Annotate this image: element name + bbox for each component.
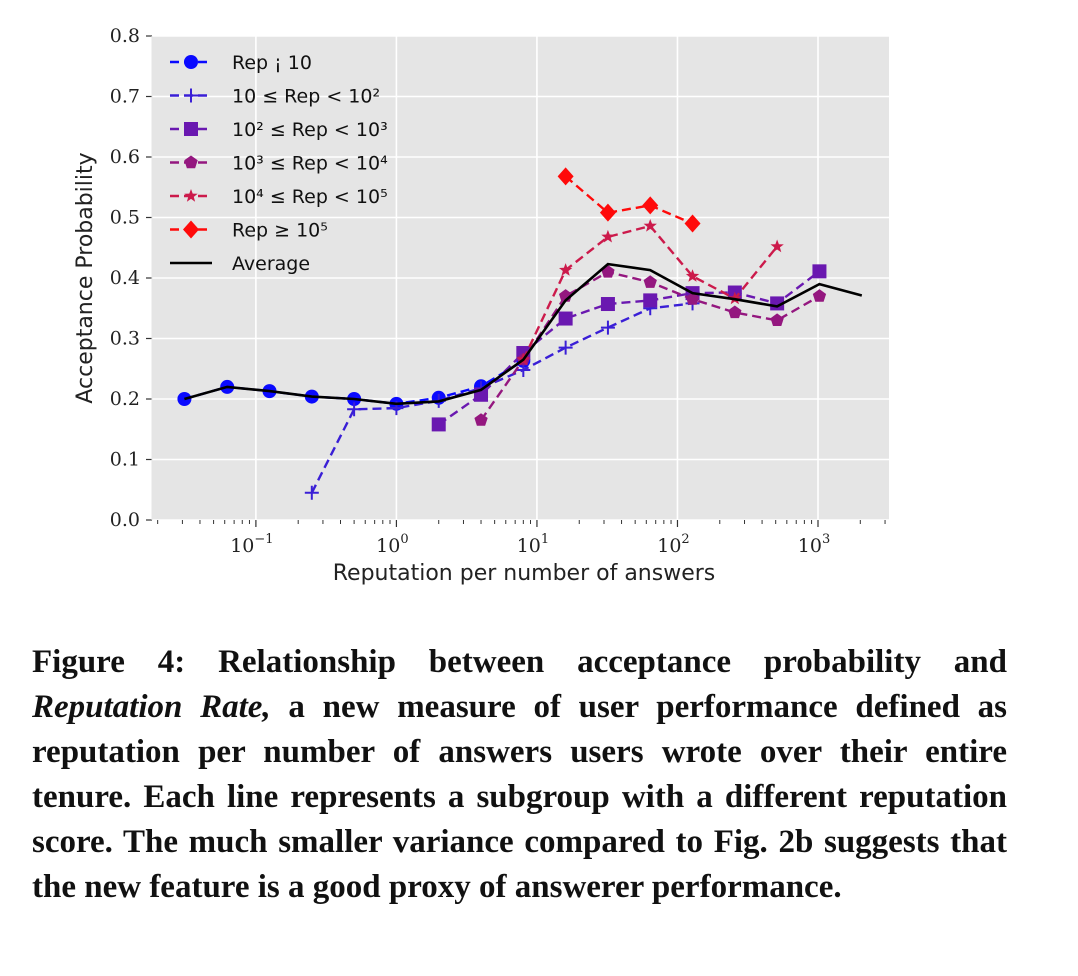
data-point xyxy=(558,340,573,355)
y-tick-label: 0.3 xyxy=(110,328,140,350)
data-point xyxy=(558,311,573,326)
figure-caption: Figure 4: Relationship between acceptanc… xyxy=(32,640,1007,910)
data-point xyxy=(184,189,198,202)
y-tick-label: 0.1 xyxy=(110,449,140,471)
x-axis: 10−1 100 101 102 103 xyxy=(157,520,886,557)
legend-label: Rep ≥ 10⁵ xyxy=(232,220,328,242)
series-5 xyxy=(557,167,701,233)
acceptance-probability-chart: 0.00.10.20.30.40.50.60.70.8 10−1 100 101 10… xyxy=(73,25,889,586)
caption-text-b: a new measure of user performance define… xyxy=(32,689,1008,905)
caption-text-a: Relationship between acceptance probabil… xyxy=(218,644,1007,680)
legend-label: 10³ ≤ Rep < 10⁴ xyxy=(232,153,388,175)
y-axis-label: Acceptance Probability xyxy=(73,152,98,403)
data-point xyxy=(557,167,574,186)
data-point xyxy=(600,297,615,312)
x-tick-label: 102 xyxy=(657,532,689,557)
data-point xyxy=(812,289,827,302)
y-tick-label: 0.4 xyxy=(110,267,140,289)
series-line xyxy=(438,270,821,426)
data-point xyxy=(304,485,319,500)
data-point xyxy=(559,263,573,276)
legend-label: 10² ≤ Rep < 10³ xyxy=(232,119,388,141)
series-line xyxy=(564,175,693,225)
data-point xyxy=(643,293,658,308)
x-tick-label: 103 xyxy=(798,532,830,557)
data-point xyxy=(599,203,616,222)
y-tick-label: 0.0 xyxy=(110,509,140,531)
legend-label: 10 ≤ Rep < 10² xyxy=(232,86,380,108)
legend-label: Rep ¡ 10 xyxy=(232,52,312,74)
data-point xyxy=(728,305,742,319)
data-point xyxy=(184,55,198,69)
data-point xyxy=(642,196,659,215)
data-point xyxy=(184,155,198,169)
data-point xyxy=(684,214,701,233)
data-point xyxy=(812,264,827,279)
x-tick-label: 101 xyxy=(517,532,549,557)
data-point xyxy=(643,219,657,232)
data-point xyxy=(601,229,615,243)
series-layer xyxy=(177,167,863,500)
data-point xyxy=(183,220,199,239)
y-tick-label: 0.2 xyxy=(110,388,140,410)
series-6 xyxy=(184,262,863,406)
y-tick-label: 0.7 xyxy=(110,86,140,108)
data-point xyxy=(643,275,657,288)
data-point xyxy=(685,292,700,305)
series-line xyxy=(310,302,693,494)
data-point xyxy=(770,239,784,253)
grid xyxy=(152,35,889,521)
data-point xyxy=(685,269,700,282)
legend-label: Average xyxy=(232,253,310,275)
data-point xyxy=(184,88,198,103)
y-tick-label: 0.6 xyxy=(110,146,140,168)
x-tick-label: 100 xyxy=(376,532,408,557)
data-point xyxy=(431,417,446,432)
x-tick-label: 10−1 xyxy=(230,532,273,557)
data-point xyxy=(347,402,362,417)
y-axis: 0.0 0.1 0.2 0.3 0.4 0.5 0.6 0.7 0.8 xyxy=(110,25,153,531)
y-tick-label: 0.5 xyxy=(110,207,140,229)
data-point xyxy=(184,122,198,136)
data-point xyxy=(474,413,488,426)
legend-label: 10⁴ ≤ Rep < 10⁵ xyxy=(232,186,388,208)
x-axis-label: Reputation per number of answers xyxy=(333,561,716,586)
y-tick-label: 0.8 xyxy=(110,25,140,47)
series-line xyxy=(184,262,863,406)
data-point xyxy=(600,320,615,335)
data-point xyxy=(770,313,784,326)
caption-italic-term: Reputation Rate, xyxy=(32,689,271,725)
caption-label: Figure 4: xyxy=(32,644,186,680)
legend: Rep ¡ 10 10 ≤ Rep < 10² 10² ≤ Rep < 10³ 10³… xyxy=(170,52,388,275)
